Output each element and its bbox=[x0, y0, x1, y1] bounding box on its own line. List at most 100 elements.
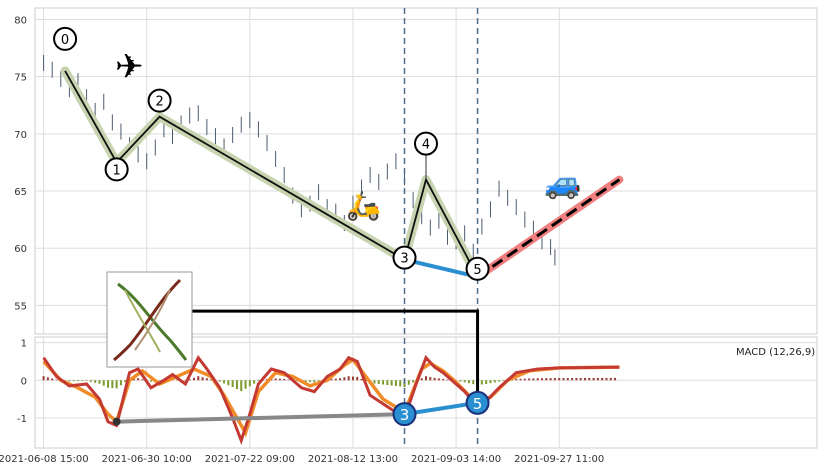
histogram-bar bbox=[98, 380, 101, 384]
histogram-bar bbox=[304, 380, 307, 382]
histogram-bar bbox=[571, 378, 574, 381]
price-ytick-label: 80 bbox=[14, 15, 27, 26]
wave-label-circle bbox=[104, 157, 129, 182]
histogram-bar bbox=[107, 380, 110, 388]
histogram-bar bbox=[347, 376, 350, 381]
wave-line bbox=[64, 70, 479, 278]
histogram-bar bbox=[377, 380, 380, 384]
link-lines bbox=[116, 8, 480, 448]
histogram-bar bbox=[283, 378, 286, 381]
wave-label-circle bbox=[53, 26, 78, 51]
histogram-bar bbox=[420, 378, 423, 381]
macd-gray-link bbox=[116, 412, 405, 424]
panel-link-line bbox=[116, 309, 480, 403]
macd-marker-circle bbox=[392, 402, 417, 427]
price-series bbox=[43, 54, 556, 266]
histogram-bar bbox=[51, 378, 54, 381]
histogram-bar bbox=[68, 380, 71, 382]
histogram-bar bbox=[253, 380, 256, 384]
histogram-bar bbox=[360, 378, 363, 381]
histogram-bar bbox=[493, 380, 496, 383]
price-ytick-label: 70 bbox=[14, 130, 27, 141]
histogram-bar bbox=[55, 379, 58, 381]
macd-marker-text: 3 bbox=[400, 406, 410, 424]
histogram-bar bbox=[244, 380, 247, 389]
histogram-bar bbox=[223, 380, 226, 384]
histogram-bar bbox=[46, 377, 49, 381]
histogram-bar bbox=[235, 380, 238, 390]
inset-logo bbox=[106, 271, 193, 368]
histogram-bar bbox=[399, 380, 402, 387]
histogram-bar bbox=[334, 378, 337, 381]
histogram-bar bbox=[231, 380, 234, 388]
macd-series bbox=[42, 354, 620, 446]
histogram-bar bbox=[119, 380, 122, 386]
histogram-bar bbox=[227, 380, 230, 386]
histogram-bar bbox=[287, 379, 290, 381]
histogram-bar bbox=[210, 379, 213, 381]
histogram-bar bbox=[407, 380, 410, 385]
macd-label: MACD (12,26,9) bbox=[736, 347, 815, 358]
histogram-bar bbox=[278, 378, 281, 381]
histogram-bar bbox=[549, 378, 552, 381]
price-ytick-label: 55 bbox=[14, 301, 27, 312]
histogram-bar bbox=[532, 378, 535, 381]
histogram-bar bbox=[523, 378, 526, 381]
macd-marker-text: 5 bbox=[473, 395, 483, 413]
histogram-bar bbox=[137, 378, 140, 381]
histogram-bar bbox=[592, 377, 595, 381]
histogram-bar bbox=[614, 377, 617, 381]
histogram-bar bbox=[72, 380, 75, 382]
histogram-bar bbox=[609, 377, 612, 381]
wave-label-text: 2 bbox=[155, 95, 163, 110]
histogram-bar bbox=[442, 378, 445, 381]
histogram-bar bbox=[412, 380, 415, 383]
histogram-bar bbox=[558, 378, 561, 381]
histogram-bar bbox=[459, 380, 462, 382]
histogram-bar bbox=[489, 380, 492, 384]
macd-3-5-link bbox=[404, 400, 478, 417]
xtick-label: 2021-06-08 15:00 bbox=[0, 454, 89, 465]
histogram-bar bbox=[463, 380, 466, 383]
wave-label-circle bbox=[392, 245, 417, 270]
car-icon: 🚙 bbox=[544, 166, 581, 201]
histogram-bar bbox=[274, 378, 277, 381]
histogram-bar bbox=[111, 380, 114, 389]
price-ytick-label: 60 bbox=[14, 244, 27, 255]
histogram-bar bbox=[150, 380, 153, 382]
wave-labels: 0 1 2 3 4 5 3 5 bbox=[53, 26, 490, 427]
macd-ytick-label: -1 bbox=[17, 414, 27, 425]
xtick-label: 2021-06-30 10:00 bbox=[102, 454, 192, 465]
xtick-label: 2021-09-03 14:00 bbox=[411, 454, 501, 465]
histogram-bar bbox=[94, 380, 97, 383]
histogram-bar bbox=[382, 380, 385, 385]
histogram-bar bbox=[498, 380, 501, 382]
macd-gray-dot bbox=[112, 417, 121, 426]
histogram-bar bbox=[528, 378, 531, 381]
histogram-bar bbox=[480, 380, 483, 385]
histogram-bar bbox=[132, 378, 135, 381]
projection-line bbox=[476, 178, 621, 279]
macd-line bbox=[42, 354, 620, 446]
histogram-bar bbox=[536, 378, 539, 381]
histogram-bar bbox=[42, 376, 45, 381]
histogram-bar bbox=[188, 379, 191, 381]
histogram-bar bbox=[596, 377, 599, 381]
histogram-bar bbox=[343, 377, 346, 381]
histogram-bar bbox=[192, 377, 195, 381]
histogram-bar bbox=[605, 377, 608, 381]
histogram-bar bbox=[330, 379, 333, 381]
histogram-bar bbox=[257, 380, 260, 381]
histogram-bar bbox=[205, 378, 208, 381]
histogram-bar bbox=[184, 380, 187, 381]
histogram-bar bbox=[141, 379, 144, 381]
histogram-bar bbox=[485, 380, 488, 384]
price-ytick-label: 65 bbox=[14, 187, 27, 198]
histogram-bar bbox=[446, 379, 449, 381]
wave-label-text: 5 bbox=[473, 263, 481, 278]
histogram-bar bbox=[308, 380, 311, 383]
histogram-bar bbox=[502, 380, 505, 381]
histogram-bar bbox=[76, 380, 79, 382]
